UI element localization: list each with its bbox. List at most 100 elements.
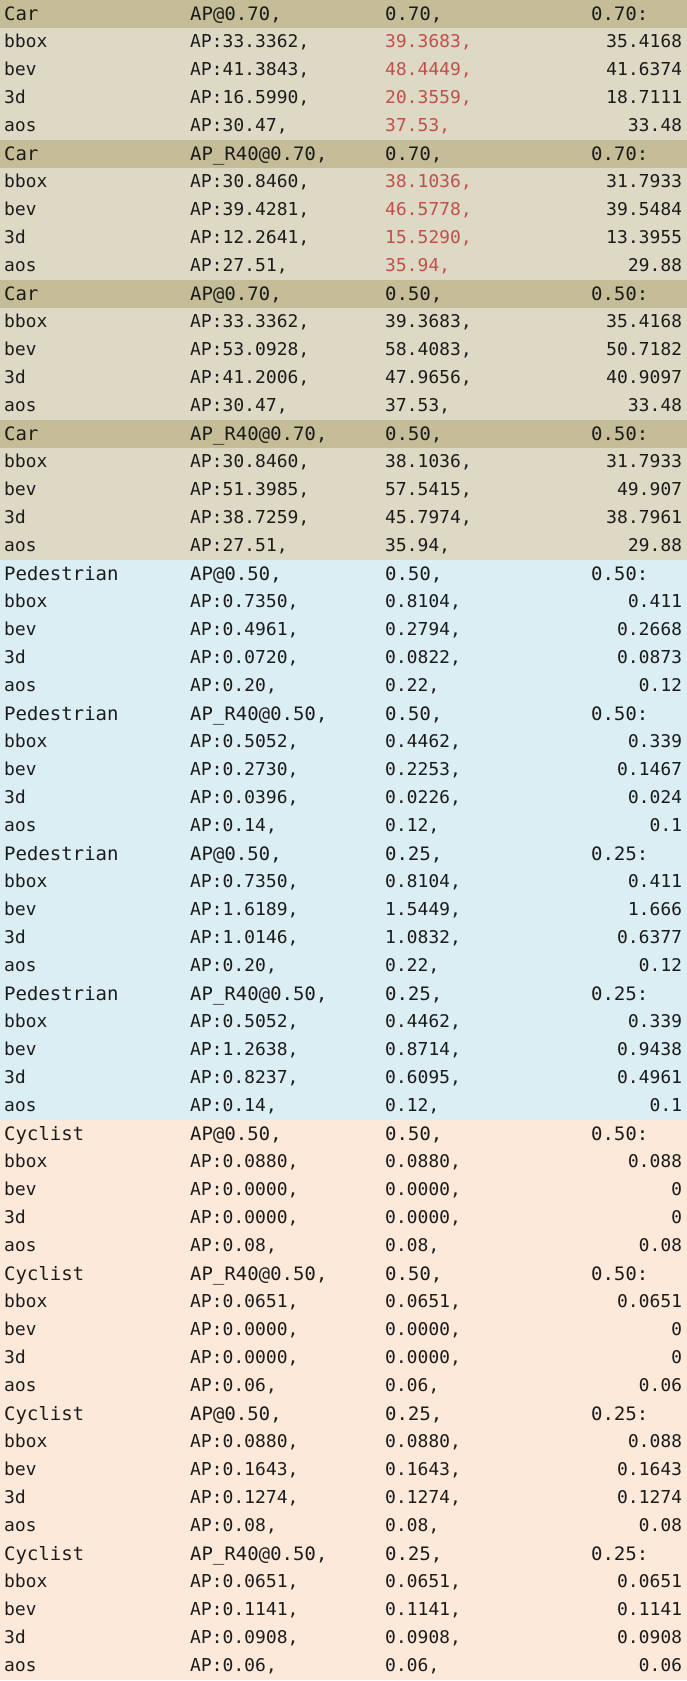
ap-hard: 31.7933 <box>606 171 682 192</box>
ap-hard: 33.48 <box>627 115 682 136</box>
metric-name: bev <box>4 619 37 640</box>
metric-row: aos AP:27.51, 35.94, 29.88 <box>0 252 687 280</box>
metric-row: bev AP:1.2638, 0.8714, 0.9438 <box>0 1036 687 1064</box>
ap-moderate: 0.0822, <box>385 647 461 668</box>
ap-hard: 0.1 <box>649 815 682 836</box>
metric-name: 3d <box>4 1627 26 1648</box>
threshold-moderate: 0.50, <box>385 703 443 725</box>
metric-row: bbox AP:0.0880, 0.0880, 0.088 <box>0 1148 687 1176</box>
ap-moderate: 37.53, <box>385 115 451 136</box>
metric-name: aos <box>4 1375 37 1396</box>
ap-hard: 0.0908 <box>616 1627 682 1648</box>
metric-row: bev AP:1.6189, 1.5449, 1.666 <box>0 896 687 924</box>
class-name: Car <box>4 423 39 445</box>
metric-name: bev <box>4 199 37 220</box>
ap-moderate: 0.12, <box>385 815 440 836</box>
threshold-moderate: 0.70, <box>385 3 443 25</box>
ap-easy: AP:30.47, <box>190 395 288 416</box>
ap-moderate: 0.1141, <box>385 1599 461 1620</box>
metric-setting: AP_R40@0.50, <box>190 983 328 1005</box>
ap-hard: 0.06 <box>638 1655 682 1676</box>
metric-name: bev <box>4 339 37 360</box>
ap-moderate: 0.4462, <box>385 1011 461 1032</box>
ap-hard: 0.1141 <box>616 1599 682 1620</box>
metric-row: bbox AP:0.7350, 0.8104, 0.411 <box>0 588 687 616</box>
ap-moderate: 0.0908, <box>385 1627 461 1648</box>
ap-hard: 13.3955 <box>606 227 682 248</box>
metric-name: 3d <box>4 87 26 108</box>
metric-row: aos AP:0.20, 0.22, 0.12 <box>0 952 687 980</box>
metric-row: bbox AP:0.5052, 0.4462, 0.339 <box>0 1008 687 1036</box>
ap-hard: 35.4168 <box>606 311 682 332</box>
ap-moderate: 47.9656, <box>385 367 472 388</box>
metric-name: aos <box>4 1235 37 1256</box>
ap-hard: 40.9097 <box>606 367 682 388</box>
block-header-row: Pedestrian AP_R40@0.50, 0.25, 0.25: <box>0 980 687 1008</box>
ap-moderate: 0.0000, <box>385 1319 461 1340</box>
ap-easy: AP:0.4961, <box>190 619 299 640</box>
ap-moderate: 48.4449, <box>385 59 472 80</box>
ap-moderate: 0.0651, <box>385 1571 461 1592</box>
ap-hard: 0.4961 <box>616 1067 682 1088</box>
metric-setting: AP_R40@0.50, <box>190 703 328 725</box>
threshold-moderate: 0.50, <box>385 1263 443 1285</box>
metric-name: 3d <box>4 1067 26 1088</box>
ap-hard: 0.1 <box>649 1095 682 1116</box>
metric-row: 3d AP:1.0146, 1.0832, 0.6377 <box>0 924 687 952</box>
metric-name: aos <box>4 115 37 136</box>
ap-hard: 29.88 <box>627 535 682 556</box>
ap-easy: AP:0.06, <box>190 1655 277 1676</box>
ap-moderate: 1.0832, <box>385 927 461 948</box>
ap-hard: 0.339 <box>627 1011 682 1032</box>
ap-easy: AP:0.7350, <box>190 591 299 612</box>
ap-hard: 33.48 <box>627 395 682 416</box>
threshold-hard: 0.70: <box>591 143 649 165</box>
metric-row: bev AP:0.0000, 0.0000, 0 <box>0 1316 687 1344</box>
threshold-moderate: 0.50, <box>385 283 443 305</box>
ap-easy: AP:0.0000, <box>190 1179 299 1200</box>
metric-row: aos AP:0.14, 0.12, 0.1 <box>0 1092 687 1120</box>
metric-setting: AP@0.50, <box>190 843 282 865</box>
metric-name: bev <box>4 1599 37 1620</box>
ap-moderate: 58.4083, <box>385 339 472 360</box>
metric-setting: AP_R40@0.50, <box>190 1263 328 1285</box>
metric-row: 3d AP:38.7259, 45.7974, 38.7961 <box>0 504 687 532</box>
metric-name: bev <box>4 759 37 780</box>
car-result-block: Car AP_R40@0.70, 0.70, 0.70: bbox AP:30.8460,… <box>0 140 687 280</box>
ap-moderate: 0.6095, <box>385 1067 461 1088</box>
ap-moderate: 1.5449, <box>385 899 461 920</box>
metric-name: bbox <box>4 171 48 192</box>
threshold-hard: 0.25: <box>591 843 649 865</box>
metric-setting: AP@0.50, <box>190 1403 282 1425</box>
threshold-moderate: 0.50, <box>385 423 443 445</box>
threshold-moderate: 0.50, <box>385 1123 443 1145</box>
metric-setting: AP_R40@0.70, <box>190 423 328 445</box>
metric-row: bev AP:0.1643, 0.1643, 0.1643 <box>0 1456 687 1484</box>
ap-hard: 1.666 <box>627 899 682 920</box>
ap-moderate: 0.2253, <box>385 759 461 780</box>
block-header-row: Cyclist AP_R40@0.50, 0.50, 0.50: <box>0 1260 687 1288</box>
metric-row: bbox AP:0.7350, 0.8104, 0.411 <box>0 868 687 896</box>
ap-easy: AP:0.0651, <box>190 1291 299 1312</box>
class-name: Cyclist <box>4 1543 85 1565</box>
metric-row: bev AP:0.2730, 0.2253, 0.1467 <box>0 756 687 784</box>
metric-row: aos AP:30.47, 37.53, 33.48 <box>0 112 687 140</box>
ap-moderate: 0.12, <box>385 1095 440 1116</box>
ap-moderate: 0.0880, <box>385 1431 461 1452</box>
ap-moderate: 0.1274, <box>385 1487 461 1508</box>
ap-hard: 18.7111 <box>606 87 682 108</box>
metric-name: bev <box>4 1459 37 1480</box>
threshold-hard: 0.50: <box>591 283 649 305</box>
class-name: Cyclist <box>4 1123 85 1145</box>
metric-row: bev AP:53.0928, 58.4083, 50.7182 <box>0 336 687 364</box>
metric-row: 3d AP:0.1274, 0.1274, 0.1274 <box>0 1484 687 1512</box>
ap-moderate: 0.8714, <box>385 1039 461 1060</box>
ap-easy: AP:0.08, <box>190 1515 277 1536</box>
metric-name: 3d <box>4 1487 26 1508</box>
ap-easy: AP:1.2638, <box>190 1039 299 1060</box>
ap-easy: AP:41.3843, <box>190 59 310 80</box>
cyclist-result-block: Cyclist AP@0.50, 0.50, 0.50: bbox AP:0.0880, 0… <box>0 1120 687 1260</box>
metric-row: bev AP:0.0000, 0.0000, 0 <box>0 1176 687 1204</box>
ap-easy: AP:27.51, <box>190 255 288 276</box>
